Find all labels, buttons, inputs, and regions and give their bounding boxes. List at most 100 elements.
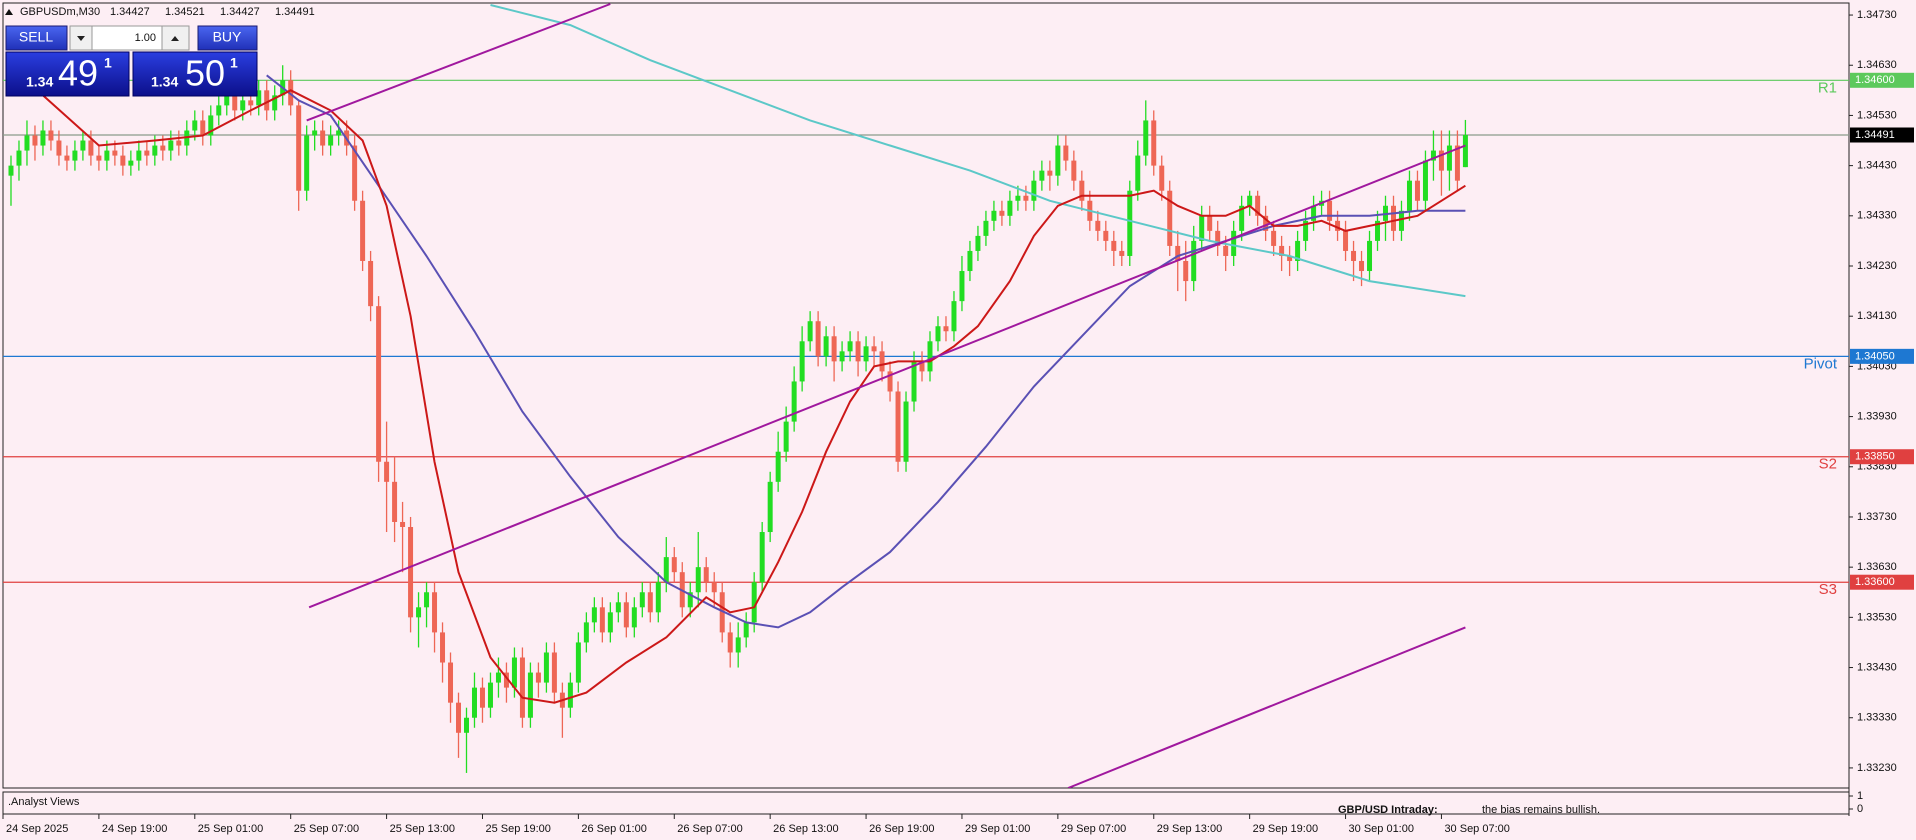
moving-average [42, 89, 1466, 704]
candle-body [1111, 240, 1117, 251]
candle-body [711, 582, 717, 593]
candle-body [1103, 230, 1109, 241]
candle-body [551, 652, 557, 693]
y-tick-label: 1.34430 [1857, 160, 1897, 172]
y-tick-label: 1.34530 [1857, 109, 1897, 121]
candle-body [1255, 195, 1261, 216]
buy-price-box[interactable] [132, 51, 258, 97]
ohlc-open: 1.34427 [110, 6, 150, 18]
lot-input[interactable] [91, 25, 163, 51]
candle-body [192, 120, 198, 131]
candle-body [1231, 230, 1237, 256]
candle-body [1119, 250, 1125, 256]
candle-body [1055, 145, 1061, 176]
candle-body [831, 336, 837, 362]
x-tick-label: 30 Sep 07:00 [1444, 823, 1509, 835]
candle-body [719, 592, 725, 633]
y-tick-label: 1.34730 [1857, 9, 1897, 21]
candle-body [352, 145, 358, 201]
price-tag [1850, 72, 1914, 88]
candle-body [1446, 145, 1452, 171]
candle-body [168, 140, 174, 151]
candle-body [1047, 170, 1053, 176]
candle-body [815, 321, 821, 357]
candle-body [471, 687, 477, 718]
candle-body [112, 150, 118, 156]
candle-body [759, 532, 765, 583]
candle-body [1223, 245, 1229, 256]
candle-body [16, 150, 22, 166]
candle-body [535, 672, 541, 683]
up-arrow [171, 36, 179, 41]
y-tick-label: 1.34630 [1857, 59, 1897, 71]
sell-price-fraction: 1 [104, 55, 112, 71]
collapse-icon[interactable] [5, 9, 13, 15]
sell-price-box[interactable] [5, 51, 130, 97]
candle-body [703, 567, 709, 583]
symbol: GBPUSDm,M30 [20, 6, 100, 18]
candle-body [1375, 220, 1381, 241]
sell-button[interactable] [5, 25, 68, 51]
price-tag-label: 1.33600 [1855, 576, 1895, 588]
candle-body [1031, 180, 1037, 201]
x-tick-label: 26 Sep 13:00 [773, 823, 838, 835]
candle-body [903, 401, 909, 462]
down-arrow [77, 36, 85, 41]
candle-body [1454, 145, 1460, 181]
y-tick-label: 1.33430 [1857, 661, 1897, 673]
candle-body [1327, 200, 1333, 221]
candle-body [416, 607, 422, 618]
candle-body [751, 582, 757, 623]
plot-frame [2, 2, 1850, 789]
candle-body [775, 451, 781, 482]
candle-body [743, 622, 749, 638]
level-label: R1 [1818, 79, 1837, 96]
moving-average [490, 4, 1466, 298]
y-tick-label: 1.33930 [1857, 410, 1897, 422]
buy-button[interactable] [197, 25, 258, 51]
x-tick-label: 25 Sep 13:00 [390, 823, 455, 835]
candle-body [503, 672, 509, 688]
y-tick-label: 1.33330 [1857, 712, 1897, 724]
candle-body [1127, 190, 1133, 256]
candle-body [567, 682, 573, 708]
candle-body [272, 95, 278, 111]
candle-body [1023, 195, 1029, 201]
candle-body [1207, 215, 1213, 231]
candle-body [879, 351, 885, 372]
x-tick-label: 25 Sep 07:00 [294, 823, 359, 835]
buy-label: BUY [213, 29, 242, 45]
trendline [308, 144, 1466, 609]
indicator-tick-label: 1 [1857, 790, 1863, 802]
moving-average [266, 74, 1466, 629]
candle-body [1063, 145, 1069, 161]
candle-body [144, 150, 150, 156]
candle-body [823, 336, 829, 357]
candle-body [671, 557, 677, 573]
candle-body [1015, 195, 1021, 201]
candle-body [1295, 240, 1301, 261]
candle-body [320, 130, 326, 146]
candle-body [392, 481, 398, 522]
price-tag [1850, 574, 1914, 590]
candle-body [927, 341, 933, 372]
candle-body [216, 105, 222, 116]
candle-body [1143, 120, 1149, 156]
ohlc-close: 1.34491 [275, 6, 315, 18]
candle-body [871, 346, 877, 352]
candle-body [136, 150, 142, 161]
price-tag-label: 1.34491 [1855, 129, 1895, 141]
candle-body [1191, 240, 1197, 282]
candle-body [951, 301, 957, 332]
price-tag-label: 1.34600 [1855, 74, 1895, 86]
x-tick-label: 24 Sep 2025 [6, 823, 68, 835]
candle-body [607, 612, 613, 633]
candle-body [959, 271, 965, 302]
candle-body [1438, 150, 1444, 171]
candle-body [64, 155, 70, 161]
x-tick-label: 29 Sep 01:00 [965, 823, 1030, 835]
candle-body [256, 90, 262, 106]
candle-body [807, 321, 813, 342]
candle-body [368, 260, 374, 307]
